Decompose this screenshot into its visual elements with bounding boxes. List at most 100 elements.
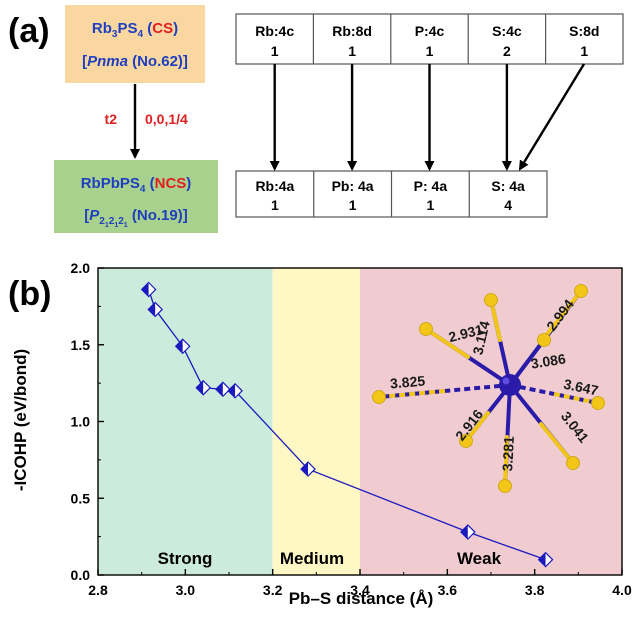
bond-length-label: 3.647 (562, 376, 600, 399)
top-table-frame (235, 13, 624, 65)
ncs-box-bg (54, 160, 218, 233)
panel-b-label: (b) (8, 275, 51, 313)
x-tick-label: 3.2 (263, 582, 283, 598)
mapping-arrow (518, 63, 586, 171)
bottom-site-label: P: 4a (414, 178, 448, 194)
region-label-weak: Weak (457, 549, 502, 568)
top-site-mult: 1 (348, 43, 356, 59)
ncs-formula: RbPbPS4 (NCS) (81, 175, 192, 195)
marker-open-half (203, 380, 211, 395)
transition-vector: 0,0,1/4 (145, 111, 188, 127)
sulfur-atom (574, 284, 588, 298)
sulfur-atom (419, 322, 433, 336)
x-tick-label: 4.0 (612, 582, 632, 598)
top-site-table: Rb:4c 1 Rb:8d 1 P:4c 1 S:4c 2 S:8d 1 (235, 13, 624, 65)
bond-length-label: 3.086 (530, 350, 567, 371)
marker-open-half (148, 282, 156, 297)
marker-open-half (235, 383, 243, 398)
bottom-site-label: Pb: 4a (332, 178, 374, 194)
bond-line-s-half (539, 422, 575, 465)
ncs-box: RbPbPS4 (NCS) [P212121 (No.19)] (54, 160, 218, 233)
cs-formula: Rb3PS4 (CS) (92, 20, 178, 40)
marker-outline (147, 301, 164, 318)
bottom-site-mult: 1 (271, 197, 279, 213)
marker-filled-half (148, 302, 156, 317)
top-site-label: S:4c (492, 23, 522, 39)
top-site-mult: 1 (580, 43, 588, 59)
region-weak-band (360, 268, 622, 575)
data-point-marker (215, 381, 231, 398)
panel-a-label: (a) (8, 12, 50, 50)
marker-filled-half (228, 383, 236, 398)
marker-filled-half (460, 525, 468, 540)
x-tick-label: 3.4 (350, 582, 370, 598)
sulfur-atom (372, 390, 386, 404)
marker-open-half (545, 552, 553, 567)
top-site-label: P:4c (415, 23, 445, 39)
data-point-marker (195, 379, 212, 396)
marker-filled-half (141, 282, 149, 297)
marker-outline (460, 524, 476, 540)
sulfur-atom (566, 456, 580, 470)
y-tick-label: 0.5 (71, 490, 91, 506)
marker-outline (195, 379, 212, 396)
top-site-mult: 1 (271, 43, 279, 59)
data-point-marker (460, 524, 476, 540)
bottom-site-label: Rb:4a (255, 178, 294, 194)
bond-length-label: 3.114 (469, 319, 492, 356)
marker-outline (537, 551, 554, 568)
data-point-marker (300, 461, 316, 477)
bond-line-s-half-dashed (553, 392, 599, 405)
marker-outline (227, 382, 243, 399)
bottom-site-label: S: 4a (491, 178, 525, 194)
sulfur-atom (498, 479, 512, 493)
marker-open-half (467, 525, 475, 540)
icohp-series (140, 281, 554, 568)
y-tick-label: 1.0 (71, 414, 91, 430)
data-point-marker (227, 382, 243, 399)
bottom-site-mult: 1 (349, 197, 357, 213)
x-tick-label: 3.0 (176, 582, 196, 598)
bond-length-label: 3.281 (499, 436, 517, 472)
data-point-marker (174, 338, 191, 355)
top-site-label: Rb:8d (332, 23, 372, 39)
site-mapping-arrows (269, 63, 586, 171)
top-site-label: Rb:4c (255, 23, 294, 39)
data-point-marker (140, 281, 157, 298)
x-tick-label: 3.8 (525, 582, 545, 598)
marker-filled-half (196, 380, 204, 395)
region-strong-band (98, 268, 273, 575)
cs-space-group: [Pnma (No.62)] (82, 53, 188, 70)
x-axis-title: Pb–S distance (Å) (289, 589, 434, 608)
lead-atom-highlight (502, 377, 510, 385)
bottom-site-table: Rb:4a 1 Pb: 4a 1 P: 4a 1 S: 4a 4 (235, 170, 548, 218)
top-site-mult: 1 (426, 43, 434, 59)
bonding-regions (98, 268, 622, 575)
sulfur-atom (484, 293, 498, 307)
top-site-mult: 2 (503, 43, 511, 59)
region-label-medium: Medium (280, 549, 344, 568)
bond-line-s-half (424, 327, 470, 359)
bond-line-s-half (503, 435, 509, 488)
y-tick-label: 2.0 (71, 260, 91, 276)
marker-filled-half (175, 339, 183, 354)
region-label-strong: Strong (158, 549, 213, 568)
panel-a: (a) Rb3PS4 (CS) [Pnma (No.62)] t2 0,0,1/… (8, 5, 624, 233)
x-tick-label: 3.6 (438, 582, 458, 598)
marker-outline (140, 281, 157, 298)
marker-filled-half (215, 382, 223, 397)
marker-open-half (222, 382, 230, 397)
bond-line-s-half (543, 289, 583, 339)
marker-outline (300, 461, 316, 477)
marker-filled-half (301, 462, 309, 477)
y-tick-label: 1.5 (71, 337, 91, 353)
panel-b: (b) Strong Medium Weak 2.8 3.0 3.2 3.4 3.6 3.… (8, 260, 632, 608)
marker-filled-half (538, 552, 546, 567)
y-axis-title: -ICOHP (eV/bond) (11, 349, 30, 491)
top-site-label: S:8d (569, 23, 599, 39)
bond-line-s-half-dashed (378, 389, 446, 399)
x-tick-label: 2.8 (88, 582, 108, 598)
sulfur-atom (591, 396, 605, 410)
marker-open-half (182, 339, 190, 354)
